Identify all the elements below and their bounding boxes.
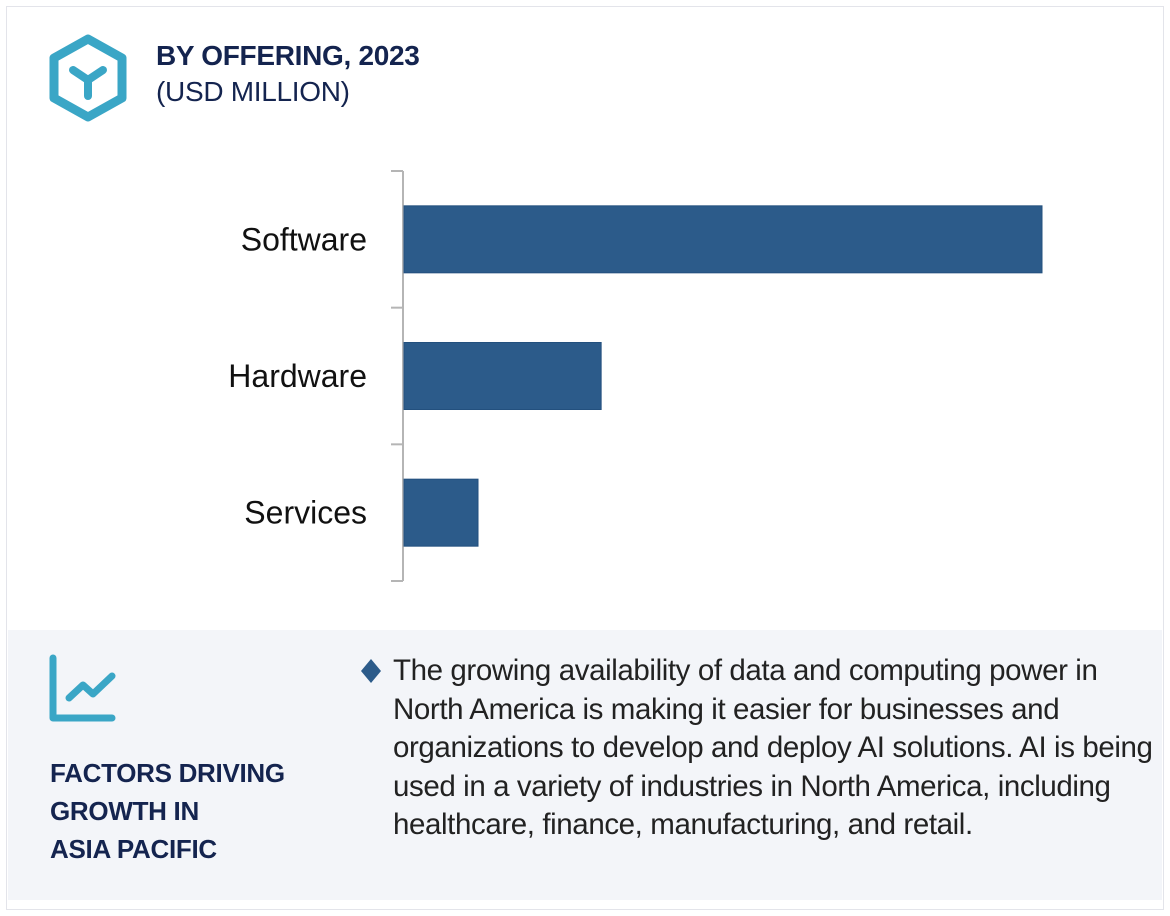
chart-title: BY OFFERING, 2023 bbox=[156, 40, 420, 71]
trend-chart-icon bbox=[49, 654, 116, 722]
bar-software bbox=[403, 205, 1043, 274]
category-label: Services bbox=[244, 495, 367, 531]
factors-description: The growing availability of data and com… bbox=[393, 654, 1153, 841]
factors-heading-line: ASIA PACIFIC bbox=[50, 834, 217, 864]
diamond-bullet-icon bbox=[361, 659, 381, 683]
bar-hardware bbox=[403, 342, 602, 410]
category-label: Software bbox=[241, 221, 367, 257]
factors-heading: FACTORS DRIVING GROWTH IN ASIA PACIFIC bbox=[50, 754, 285, 868]
factors-heading-line: FACTORS DRIVING bbox=[50, 758, 285, 788]
category-label: Hardware bbox=[228, 358, 367, 394]
bar-services bbox=[403, 478, 479, 547]
bars bbox=[403, 205, 1043, 547]
y-axis bbox=[391, 170, 404, 582]
category-labels: Software Hardware Services bbox=[228, 221, 367, 530]
chart-subtitle: (USD MILLION) bbox=[156, 76, 350, 107]
factors-heading-line: GROWTH IN bbox=[50, 796, 199, 826]
hexagon-y-icon bbox=[49, 34, 127, 122]
factors-panel bbox=[8, 630, 1162, 900]
bar-chart: Software Hardware Services bbox=[228, 170, 1043, 582]
